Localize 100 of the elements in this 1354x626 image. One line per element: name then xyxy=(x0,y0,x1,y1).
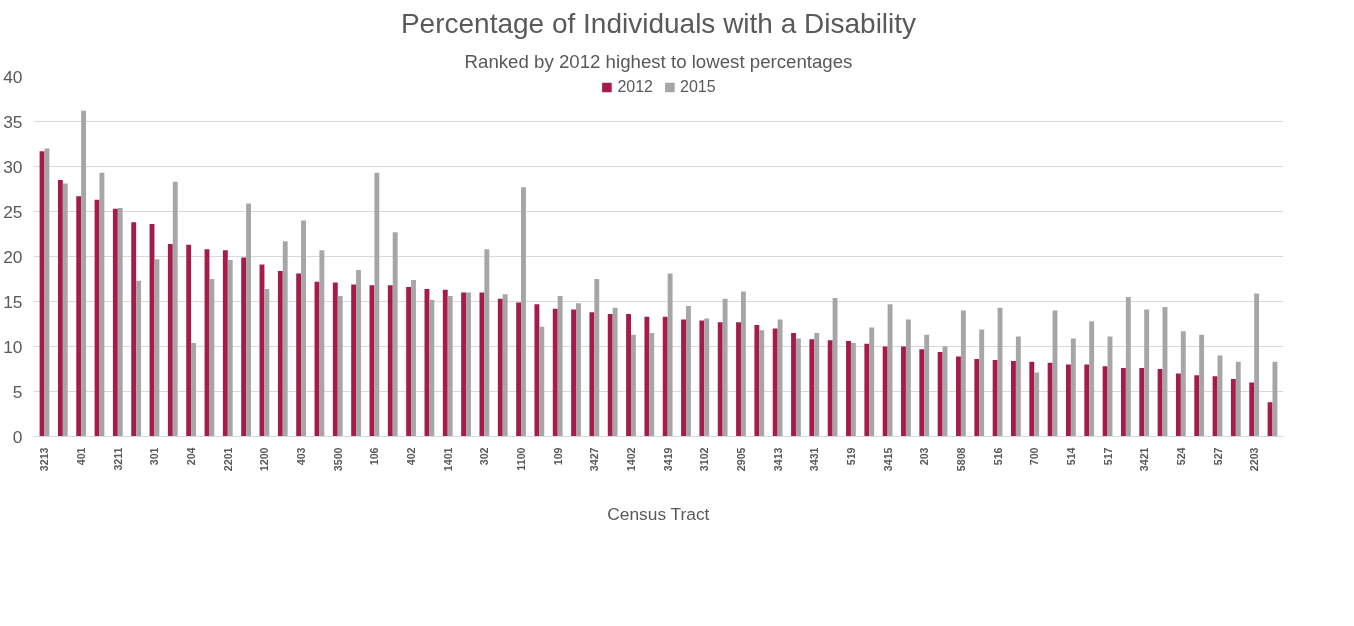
bar xyxy=(282,241,288,437)
bar xyxy=(864,343,870,437)
bar xyxy=(374,172,380,437)
x-tick-label: 524 xyxy=(1174,447,1187,466)
bar xyxy=(552,308,558,437)
bar xyxy=(1254,293,1260,437)
bar xyxy=(387,285,393,437)
x-tick-label: 1401 xyxy=(441,447,454,472)
bar xyxy=(576,303,581,437)
bar xyxy=(956,356,961,437)
bar xyxy=(1102,366,1108,437)
x-tick-label: 2201 xyxy=(221,447,234,472)
bar xyxy=(62,183,68,437)
bar xyxy=(1249,382,1255,437)
chart-title: Percentage of Individuals with a Disability xyxy=(400,7,917,39)
x-tick-label: 301 xyxy=(148,447,161,466)
x-tick-label: 519 xyxy=(844,447,857,466)
bar xyxy=(319,250,325,437)
bar xyxy=(827,340,833,437)
bar xyxy=(57,180,63,437)
bar xyxy=(521,187,526,437)
bar xyxy=(594,279,600,437)
bar xyxy=(392,232,398,437)
bar xyxy=(1011,360,1016,437)
bar xyxy=(1029,361,1035,437)
bar xyxy=(850,342,856,437)
bar xyxy=(1194,375,1200,437)
y-tick-label: 0 xyxy=(12,426,23,447)
bar xyxy=(649,333,655,437)
bar xyxy=(484,249,490,437)
chart-subtitle: Ranked by 2012 highest to lowest percentages xyxy=(464,50,853,72)
bar xyxy=(172,181,178,437)
bar xyxy=(191,342,197,437)
bar xyxy=(919,349,925,437)
x-axis-title: Census Tract xyxy=(607,504,710,525)
x-tick-label: 3421 xyxy=(1138,447,1151,472)
bar xyxy=(1120,368,1126,437)
bar xyxy=(277,270,283,437)
x-tick-label: 3419 xyxy=(661,447,674,472)
x-tick-label: 527 xyxy=(1211,447,1224,466)
bar xyxy=(222,250,228,437)
bar xyxy=(704,318,710,437)
bar xyxy=(1015,336,1021,437)
bar xyxy=(1089,321,1095,437)
bar xyxy=(1235,361,1241,437)
bar xyxy=(497,298,503,437)
bar xyxy=(186,244,192,437)
bar xyxy=(209,279,215,437)
bar xyxy=(76,196,82,437)
x-tick-label: 514 xyxy=(1064,447,1077,466)
bar xyxy=(332,282,338,437)
x-tick-label: 516 xyxy=(991,447,1004,466)
bar xyxy=(992,360,998,437)
bar xyxy=(974,359,980,437)
x-tick-label: 2905 xyxy=(734,447,747,472)
legend-label: 2015 xyxy=(680,78,716,96)
bar xyxy=(882,346,888,437)
x-tick-label: 517 xyxy=(1101,447,1114,466)
bar xyxy=(832,297,838,437)
bar xyxy=(461,292,467,437)
bar xyxy=(571,309,577,437)
bar xyxy=(296,273,302,437)
bar xyxy=(479,292,485,437)
bar xyxy=(662,316,668,437)
bar xyxy=(1267,402,1273,437)
bar xyxy=(736,322,741,437)
bar xyxy=(979,329,985,437)
bar xyxy=(99,172,105,437)
bar xyxy=(167,243,173,437)
x-tick-label: 2203 xyxy=(1248,447,1261,472)
bar xyxy=(795,338,801,437)
x-tick-label: 203 xyxy=(918,447,931,466)
bar xyxy=(631,334,636,437)
bar xyxy=(227,260,233,437)
bar xyxy=(1199,334,1205,437)
bar xyxy=(131,222,137,437)
x-tick-label: 1100 xyxy=(515,447,528,471)
bar xyxy=(442,289,448,437)
bar xyxy=(846,341,851,437)
x-tick-label: 402 xyxy=(405,447,418,466)
bar xyxy=(136,280,142,437)
bar xyxy=(1125,297,1131,437)
y-tick-label: 40 xyxy=(3,66,23,87)
bar xyxy=(534,304,540,437)
bar xyxy=(411,279,416,437)
bar xyxy=(589,312,595,437)
bar xyxy=(607,314,613,437)
y-tick-label: 25 xyxy=(3,201,23,222)
bar xyxy=(612,307,618,437)
x-tick-label: 1200 xyxy=(258,447,271,472)
x-tick-label: 3500 xyxy=(331,447,344,472)
x-tick-label: 401 xyxy=(75,447,88,466)
x-tick-label: 109 xyxy=(551,447,564,466)
x-tick-label: 3427 xyxy=(588,447,601,472)
x-tick-label: 3102 xyxy=(698,447,711,472)
bar xyxy=(1175,373,1181,437)
bar xyxy=(685,306,691,437)
bar xyxy=(791,333,796,437)
bar xyxy=(356,270,361,437)
bar xyxy=(337,296,343,437)
